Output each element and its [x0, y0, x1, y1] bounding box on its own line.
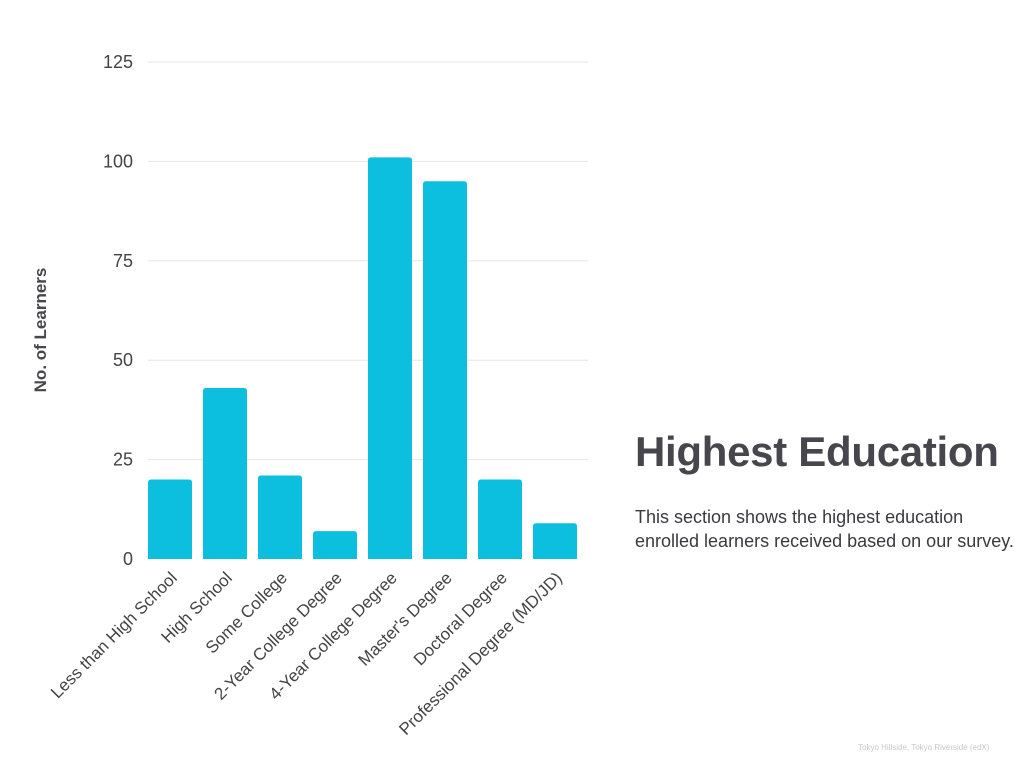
y-tick-label: 125 — [103, 52, 133, 72]
bar — [258, 475, 302, 559]
section-title: Highest Education — [635, 428, 999, 475]
y-tick-label: 25 — [113, 450, 133, 470]
bar — [423, 181, 467, 559]
bar — [313, 531, 357, 559]
bars — [148, 157, 577, 559]
bar — [368, 157, 412, 559]
bar — [203, 388, 247, 559]
y-axis-ticks: 0 25 50 75 100 125 — [103, 52, 133, 569]
bar — [148, 479, 192, 559]
y-tick-label: 100 — [103, 151, 133, 171]
section-description: This section shows the highest education… — [635, 507, 1014, 551]
source-note: Tokyo Hillside, Tokyo Riverside (edX) — [858, 743, 990, 752]
y-tick-label: 75 — [113, 251, 133, 271]
bar — [533, 523, 577, 559]
y-tick-label: 0 — [123, 549, 133, 569]
y-axis-label: No. of Learners — [31, 268, 50, 393]
x-tick-label: Doctoral Degree — [410, 568, 511, 669]
x-tick-label: Master's Degree — [355, 568, 456, 669]
bar — [478, 479, 522, 559]
y-tick-label: 50 — [113, 350, 133, 370]
